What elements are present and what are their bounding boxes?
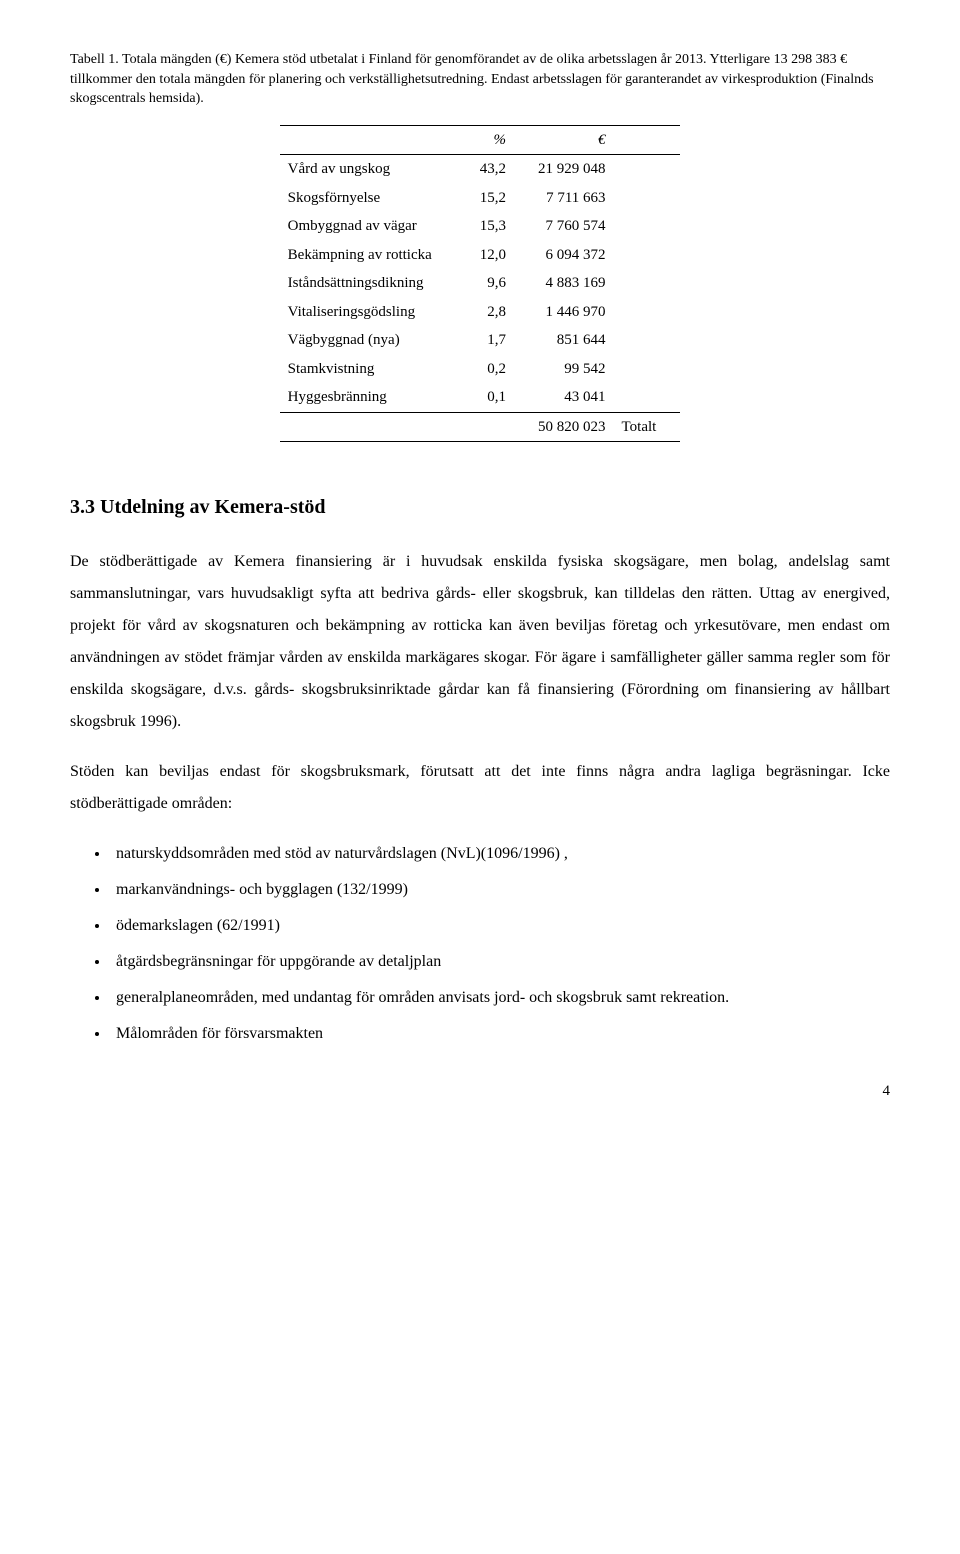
- row-extra: [614, 155, 681, 184]
- section-heading: 3.3 Utdelning av Kemera-stöd: [70, 492, 890, 522]
- row-pct: 1,7: [456, 326, 514, 355]
- row-extra: [614, 326, 681, 355]
- table-body: Vård av ungskog43,221 929 048Skogsförnye…: [280, 155, 681, 413]
- row-label: Bekämpning av rotticka: [280, 241, 456, 270]
- list-item: Målområden för försvarsmakten: [110, 1018, 890, 1050]
- row-eur: 6 094 372: [514, 241, 614, 270]
- row-extra: [614, 298, 681, 327]
- row-eur: 21 929 048: [514, 155, 614, 184]
- total-label: Totalt: [614, 412, 681, 442]
- kemera-table: % € Vård av ungskog43,221 929 048Skogsfö…: [280, 125, 681, 443]
- row-extra: [614, 269, 681, 298]
- row-eur: 4 883 169: [514, 269, 614, 298]
- list-item: åtgärdsbegränsningar för uppgörande av d…: [110, 946, 890, 978]
- row-label: Vård av ungskog: [280, 155, 456, 184]
- table-row: Vård av ungskog43,221 929 048: [280, 155, 681, 184]
- row-eur: 99 542: [514, 355, 614, 384]
- row-extra: [614, 184, 681, 213]
- table-caption: Tabell 1. Totala mängden (€) Kemera stöd…: [70, 50, 890, 109]
- col-extra: [614, 125, 681, 155]
- table-row: Vägbyggnad (nya)1,7851 644: [280, 326, 681, 355]
- col-label: [280, 125, 456, 155]
- row-pct: 15,3: [456, 212, 514, 241]
- paragraph-1: De stödberättigade av Kemera finansierin…: [70, 546, 890, 738]
- table-row: Ombyggnad av vägar15,37 760 574: [280, 212, 681, 241]
- row-eur: 1 446 970: [514, 298, 614, 327]
- row-label: Iståndsättningsdikning: [280, 269, 456, 298]
- row-eur: 7 760 574: [514, 212, 614, 241]
- row-pct: 2,8: [456, 298, 514, 327]
- row-label: Stamkvistning: [280, 355, 456, 384]
- row-label: Hyggesbränning: [280, 383, 456, 412]
- row-extra: [614, 383, 681, 412]
- col-pct: %: [456, 125, 514, 155]
- row-pct: 43,2: [456, 155, 514, 184]
- row-label: Vägbyggnad (nya): [280, 326, 456, 355]
- total-blank2: [456, 412, 514, 442]
- row-pct: 15,2: [456, 184, 514, 213]
- row-pct: 9,6: [456, 269, 514, 298]
- row-label: Ombyggnad av vägar: [280, 212, 456, 241]
- bullet-list: naturskyddsområden med stöd av naturvård…: [70, 838, 890, 1050]
- list-item: generalplaneområden, med undantag för om…: [110, 982, 890, 1014]
- list-item: ödemarkslagen (62/1991): [110, 910, 890, 942]
- row-pct: 0,1: [456, 383, 514, 412]
- row-extra: [614, 355, 681, 384]
- table-row: Iståndsättningsdikning9,64 883 169: [280, 269, 681, 298]
- col-eur: €: [514, 125, 614, 155]
- row-label: Skogsförnyelse: [280, 184, 456, 213]
- row-eur: 7 711 663: [514, 184, 614, 213]
- table-row: Hyggesbränning0,143 041: [280, 383, 681, 412]
- row-pct: 0,2: [456, 355, 514, 384]
- list-item: naturskyddsområden med stöd av naturvård…: [110, 838, 890, 870]
- page-number: 4: [70, 1080, 890, 1103]
- table-row: Vitaliseringsgödsling2,81 446 970: [280, 298, 681, 327]
- list-item: markanvändnings- och bygglagen (132/1999…: [110, 874, 890, 906]
- total-blank1: [280, 412, 456, 442]
- row-eur: 43 041: [514, 383, 614, 412]
- row-label: Vitaliseringsgödsling: [280, 298, 456, 327]
- table-row: Bekämpning av rotticka12,06 094 372: [280, 241, 681, 270]
- row-eur: 851 644: [514, 326, 614, 355]
- row-extra: [614, 212, 681, 241]
- row-extra: [614, 241, 681, 270]
- paragraph-2: Stöden kan beviljas endast för skogsbruk…: [70, 756, 890, 820]
- table-row: Stamkvistning0,299 542: [280, 355, 681, 384]
- table-row: Skogsförnyelse15,27 711 663: [280, 184, 681, 213]
- row-pct: 12,0: [456, 241, 514, 270]
- total-eur: 50 820 023: [514, 412, 614, 442]
